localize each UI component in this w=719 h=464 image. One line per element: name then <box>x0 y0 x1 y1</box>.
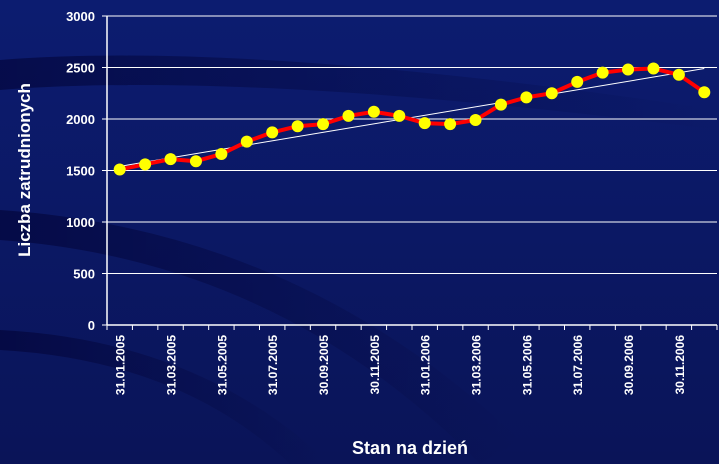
x-tick-label: 30.09.2005 <box>317 335 331 395</box>
data-point <box>317 118 330 131</box>
data-point <box>215 148 228 161</box>
background-streak <box>0 330 330 464</box>
x-tick-label: 30.09.2006 <box>622 335 636 395</box>
data-point <box>240 135 253 148</box>
x-tick-label: 31.05.2006 <box>520 335 534 395</box>
data-point <box>113 163 126 176</box>
background-streak <box>0 55 719 130</box>
plot-area: 0 500 1000 1500 2000 2500 3000 31.01.2005 31.03.… <box>66 9 718 395</box>
x-tick-label: 31.03.2005 <box>165 335 179 395</box>
x-tick-label: 31.03.2006 <box>470 335 484 395</box>
data-point <box>393 109 406 122</box>
data-point <box>469 114 482 127</box>
y-tick-label: 500 <box>73 267 95 282</box>
x-tick-label: 31.07.2006 <box>571 335 585 395</box>
data-point <box>444 118 457 131</box>
y-tick-label: 3000 <box>66 9 95 24</box>
data-point <box>698 86 711 99</box>
data-point <box>266 126 279 139</box>
data-point <box>596 66 609 79</box>
x-tick-label: 31.01.2006 <box>419 335 433 395</box>
data-point <box>672 68 685 81</box>
data-point <box>520 91 533 104</box>
data-point <box>164 153 177 166</box>
data-point <box>418 117 431 130</box>
x-tick-label: 31.07.2005 <box>266 335 280 395</box>
x-axis-title: Stan na dzień <box>352 438 468 458</box>
data-point <box>291 120 304 133</box>
y-tick-label: 0 <box>88 318 95 333</box>
x-tick-label: 31.01.2005 <box>114 335 128 395</box>
data-point <box>189 155 202 168</box>
x-tick-label: 30.11.2005 <box>368 335 382 395</box>
data-point <box>622 63 635 76</box>
y-tick-label: 2000 <box>66 112 95 127</box>
y-tick-label: 1500 <box>66 164 95 179</box>
data-point <box>647 62 660 75</box>
y-axis-title: Liczba zatrudnionych <box>15 83 34 257</box>
data-point <box>139 158 152 171</box>
x-tick-label: 30.11.2006 <box>673 335 687 395</box>
y-tick-label: 1000 <box>66 215 95 230</box>
data-point <box>545 87 558 100</box>
data-point <box>342 109 355 122</box>
data-point <box>494 98 507 111</box>
data-point <box>571 75 584 88</box>
x-tick-label: 31.05.2005 <box>215 335 229 395</box>
background-streak <box>0 210 520 464</box>
y-tick-label: 2500 <box>66 61 95 76</box>
data-point <box>367 105 380 118</box>
